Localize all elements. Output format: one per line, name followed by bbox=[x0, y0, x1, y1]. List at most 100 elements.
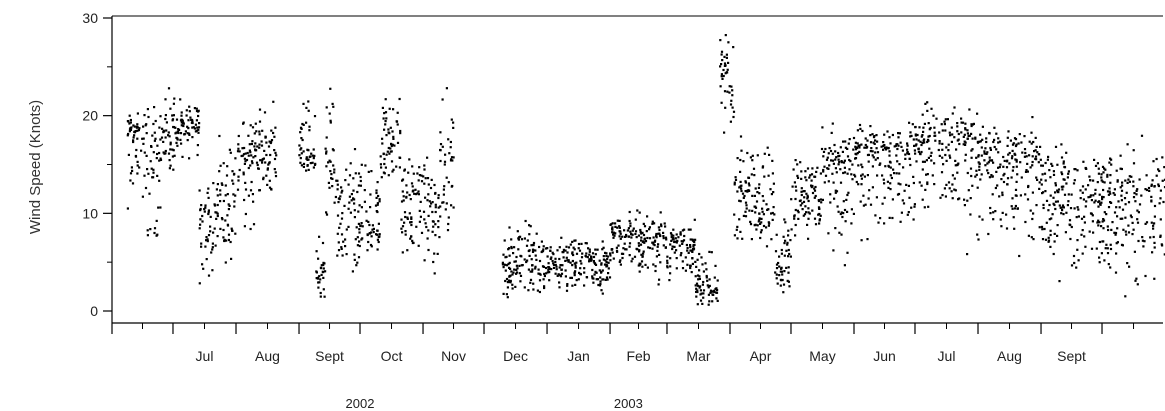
data-point bbox=[684, 256, 687, 259]
data-point bbox=[451, 159, 454, 162]
data-point bbox=[994, 210, 997, 213]
data-point bbox=[247, 154, 250, 157]
data-point bbox=[420, 180, 424, 183]
data-point bbox=[832, 181, 835, 184]
data-point bbox=[771, 218, 774, 221]
data-point bbox=[1060, 156, 1064, 159]
data-point bbox=[709, 291, 712, 294]
data-point bbox=[1031, 160, 1034, 164]
data-point bbox=[1090, 199, 1093, 202]
data-point bbox=[933, 131, 936, 134]
data-point bbox=[437, 194, 440, 197]
data-point bbox=[860, 143, 863, 146]
data-point bbox=[1031, 191, 1034, 194]
data-point bbox=[628, 254, 631, 257]
data-point bbox=[377, 222, 380, 225]
data-point bbox=[815, 170, 818, 173]
data-point bbox=[200, 245, 203, 248]
data-point bbox=[1109, 266, 1112, 269]
data-point bbox=[347, 183, 350, 186]
data-point bbox=[950, 140, 953, 143]
data-point bbox=[662, 244, 665, 247]
data-point bbox=[1073, 261, 1076, 265]
data-point bbox=[911, 123, 914, 126]
data-point bbox=[358, 240, 361, 243]
data-point bbox=[314, 162, 317, 165]
data-point bbox=[820, 147, 824, 151]
data-point bbox=[834, 189, 837, 192]
data-point bbox=[198, 122, 201, 125]
data-point bbox=[151, 176, 154, 179]
data-point bbox=[913, 203, 916, 206]
data-point bbox=[153, 231, 156, 235]
data-point bbox=[841, 215, 844, 219]
data-point bbox=[863, 146, 866, 149]
data-point bbox=[943, 123, 946, 126]
data-point bbox=[871, 186, 874, 189]
data-point bbox=[1070, 225, 1073, 229]
data-point bbox=[659, 261, 662, 264]
data-point bbox=[575, 261, 578, 264]
data-point bbox=[828, 164, 831, 167]
data-point bbox=[128, 122, 131, 125]
data-point bbox=[755, 200, 759, 203]
data-point bbox=[696, 289, 699, 292]
data-point bbox=[799, 161, 802, 164]
data-point bbox=[677, 236, 680, 239]
data-point bbox=[970, 174, 973, 178]
data-point bbox=[267, 163, 270, 166]
data-point bbox=[706, 284, 709, 287]
data-point bbox=[670, 235, 673, 239]
data-point bbox=[389, 147, 392, 150]
data-point bbox=[921, 113, 924, 116]
data-point bbox=[233, 200, 236, 203]
data-point bbox=[918, 126, 921, 129]
data-point bbox=[953, 136, 956, 139]
data-point bbox=[591, 252, 595, 255]
data-point bbox=[378, 198, 381, 201]
data-point bbox=[219, 227, 222, 230]
data-point bbox=[1134, 200, 1137, 203]
data-point bbox=[275, 154, 278, 157]
data-point bbox=[930, 107, 933, 110]
data-point bbox=[890, 176, 893, 180]
data-point bbox=[884, 148, 887, 151]
data-point bbox=[985, 137, 988, 140]
data-point bbox=[396, 123, 399, 126]
data-point bbox=[818, 218, 821, 221]
data-point bbox=[1143, 240, 1146, 243]
data-point bbox=[1035, 204, 1038, 207]
data-point bbox=[1042, 203, 1045, 206]
data-point bbox=[135, 126, 138, 129]
data-point bbox=[630, 232, 633, 235]
data-point bbox=[642, 252, 645, 255]
data-point bbox=[1122, 228, 1125, 231]
data-point bbox=[1127, 178, 1130, 181]
data-point bbox=[767, 208, 770, 211]
data-point bbox=[689, 246, 692, 249]
data-point bbox=[750, 173, 753, 176]
data-point bbox=[729, 120, 732, 123]
data-point bbox=[169, 148, 172, 151]
data-point bbox=[639, 228, 642, 232]
data-point bbox=[126, 207, 129, 210]
data-point bbox=[808, 212, 811, 215]
data-point bbox=[758, 183, 761, 186]
data-point bbox=[1116, 215, 1119, 218]
data-point bbox=[307, 149, 310, 152]
data-point bbox=[895, 154, 898, 157]
data-point bbox=[1062, 185, 1065, 188]
data-point bbox=[449, 140, 452, 144]
data-point bbox=[350, 199, 353, 202]
data-point bbox=[230, 227, 233, 230]
data-point bbox=[707, 293, 710, 296]
data-point bbox=[842, 161, 846, 164]
data-point bbox=[147, 115, 150, 119]
data-point bbox=[740, 189, 743, 193]
data-point bbox=[247, 134, 250, 137]
data-point bbox=[188, 157, 191, 160]
data-point bbox=[527, 289, 530, 292]
data-point bbox=[1049, 245, 1052, 248]
data-point bbox=[1132, 228, 1135, 231]
data-point bbox=[607, 267, 610, 270]
